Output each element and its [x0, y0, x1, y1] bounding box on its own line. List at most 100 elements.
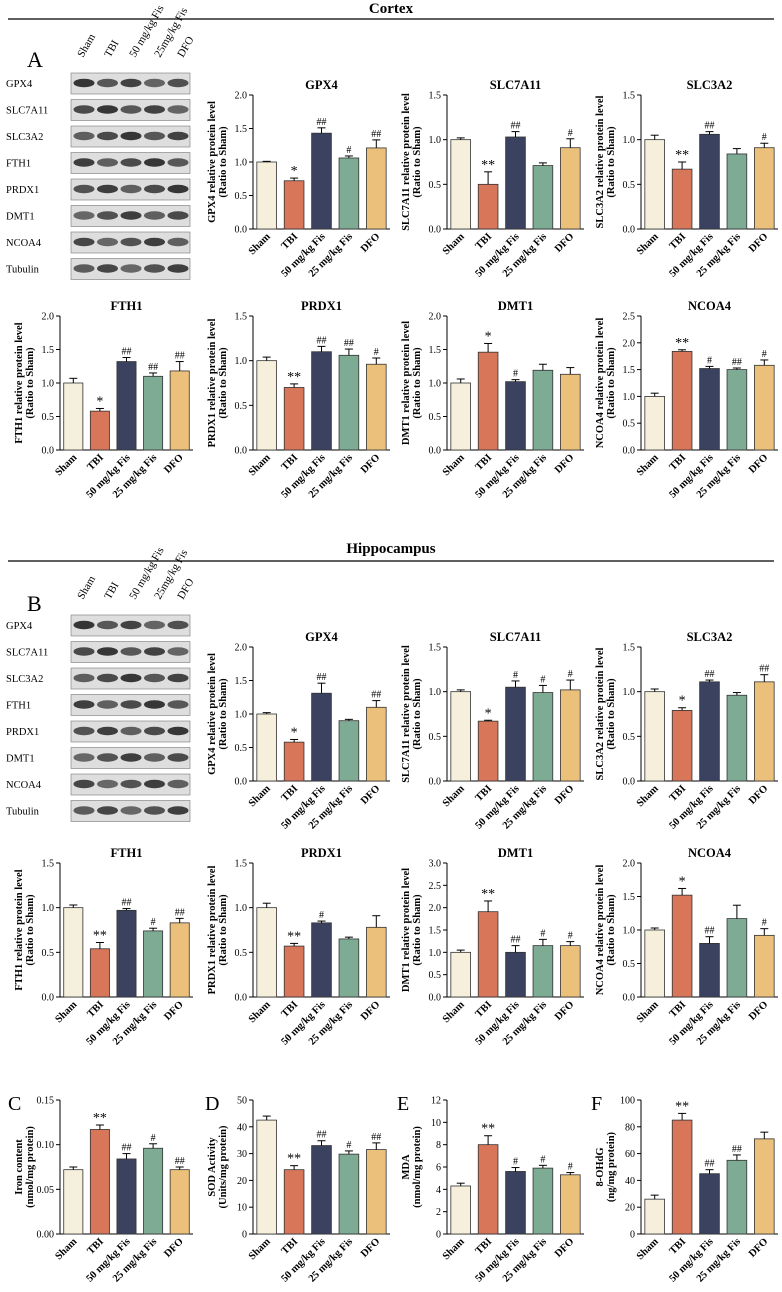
significance-label: ## — [122, 1143, 132, 1154]
significance-label: ** — [675, 148, 689, 163]
blot-band — [97, 753, 118, 762]
blot-band — [144, 647, 165, 656]
bar — [644, 691, 665, 782]
blot-band — [97, 105, 118, 114]
y-tick-label: 0.5 — [623, 180, 636, 191]
y-tick-label: 0.5 — [42, 948, 55, 959]
blot-row-label: SLC7A11 — [6, 106, 48, 117]
y-tick-label: 0.05 — [37, 1185, 55, 1196]
significance-label: ## — [317, 117, 327, 128]
blot-band — [97, 700, 118, 709]
blot-band — [73, 753, 95, 762]
bar — [63, 1169, 84, 1235]
blot-band — [97, 726, 118, 736]
blot-band — [144, 105, 165, 114]
category-label: DFO — [553, 231, 576, 254]
y-axis-label: FTH1 relative protein level — [14, 869, 25, 990]
chart-title: NCOA4 — [688, 299, 732, 313]
y-tick-label: 1.5 — [623, 365, 636, 376]
category-label: TBI — [668, 999, 689, 1020]
y-tick-label: 1.0 — [235, 356, 248, 367]
y-tick-label: 1.0 — [429, 135, 442, 146]
bar — [169, 1169, 190, 1235]
bar — [311, 132, 332, 230]
significance-label: * — [291, 725, 298, 740]
y-tick-label: 2.0 — [429, 903, 442, 914]
category-label: TBI — [668, 783, 689, 804]
bar — [256, 907, 277, 998]
y-axis-label-units: (Ratio to Sham) — [412, 347, 423, 419]
blot-row-label: PRDX1 — [6, 185, 39, 196]
category-label: TBI — [280, 231, 301, 252]
blot-band — [144, 700, 165, 709]
blot-band — [167, 753, 189, 762]
chart-title: PRDX1 — [301, 846, 342, 860]
blot-band — [167, 264, 189, 273]
blot-band — [97, 158, 118, 167]
chart-hip-slc7a11: SLC7A11 0.0 0.5 1.0 1.5 SLC7A11 relative prot… — [401, 630, 584, 832]
bar — [89, 410, 110, 451]
bar — [256, 713, 277, 782]
significance-label: * — [485, 706, 492, 721]
y-axis-label: SLC3A2 relative protein level — [595, 647, 606, 780]
significance-label: * — [679, 874, 686, 889]
category-label: Sham — [247, 231, 273, 257]
y-tick-label: 1.0 — [429, 379, 442, 390]
chart-title: SLC7A11 — [490, 78, 541, 92]
chart-title: FTH1 — [111, 299, 143, 313]
chart-hip-ncoa4: NCOA4 0.0 0.5 1.0 1.5 2.0 NCOA4 relative prote… — [595, 846, 778, 1048]
y-tick-label: 0.15 — [37, 1096, 55, 1107]
y-tick-label: 0.5 — [623, 959, 636, 970]
y-tick-label: 0.5 — [235, 191, 248, 202]
y-tick-label: 80 — [625, 1122, 635, 1133]
y-tick-label: 0.5 — [235, 948, 248, 959]
significance-label: # — [568, 1162, 573, 1173]
chart-ctx-prdx1: PRDX1 0.0 0.5 1.0 1.5 PRDX1 relative protein … — [207, 299, 390, 501]
y-tick-label: 20 — [237, 1176, 247, 1187]
bar — [726, 369, 748, 451]
y-axis-label-units: (Ratio to Sham) — [218, 126, 229, 198]
y-tick-label: 3.0 — [429, 859, 442, 870]
y-tick-label: 0.5 — [42, 412, 55, 423]
y-axis-label-units: (Ratio to Sham) — [606, 126, 617, 198]
significance-label: # — [151, 917, 156, 928]
significance-label: ## — [317, 672, 327, 683]
blot-band — [167, 726, 189, 736]
bar — [338, 938, 360, 998]
y-axis-label-units: (Ratio to Sham) — [606, 678, 617, 750]
category-label: DFO — [359, 452, 382, 475]
bar — [338, 157, 360, 230]
blot-band — [120, 779, 142, 789]
category-label: Sham — [635, 452, 661, 478]
bar — [477, 911, 499, 998]
y-axis-label-units: (Ratio to Sham) — [25, 347, 36, 419]
y-tick-label: 0.5 — [623, 732, 636, 743]
category-label: DFO — [359, 231, 382, 254]
category-label: TBI — [85, 999, 106, 1020]
significance-label: ## — [122, 898, 132, 909]
bar — [699, 368, 720, 451]
y-tick-label: 0.0 — [429, 446, 442, 457]
chart-c-iron: C 0.00 0.05 0.10 0.15 Iron content (nmol/mg pr… — [8, 1093, 193, 1285]
blot-band — [97, 78, 118, 88]
bar — [338, 354, 360, 451]
blot-band — [167, 184, 189, 194]
y-tick-label: 1.0 — [623, 926, 636, 937]
bar — [366, 926, 387, 998]
significance-label: # — [513, 670, 518, 681]
chart-title: DMT1 — [498, 299, 533, 313]
blot-band — [167, 620, 189, 630]
y-tick-label: 0.5 — [235, 401, 248, 412]
significance-label: ## — [317, 335, 327, 346]
bar — [560, 1174, 581, 1235]
bar — [450, 951, 471, 998]
y-tick-label: 2.0 — [235, 643, 248, 654]
y-axis-label: GPX4 relative protein level — [207, 653, 218, 775]
y-axis-label: PRDX1 relative protein level — [207, 866, 218, 995]
blot-band — [120, 131, 142, 141]
blot-band — [73, 673, 95, 683]
y-tick-label: 1.5 — [235, 312, 248, 323]
blot-row-label: NCOA4 — [6, 780, 42, 791]
significance-label: # — [762, 918, 767, 929]
